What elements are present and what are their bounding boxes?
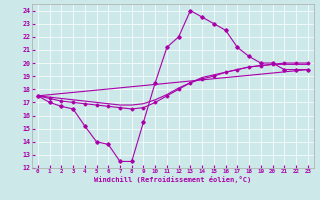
- X-axis label: Windchill (Refroidissement éolien,°C): Windchill (Refroidissement éolien,°C): [94, 176, 252, 183]
